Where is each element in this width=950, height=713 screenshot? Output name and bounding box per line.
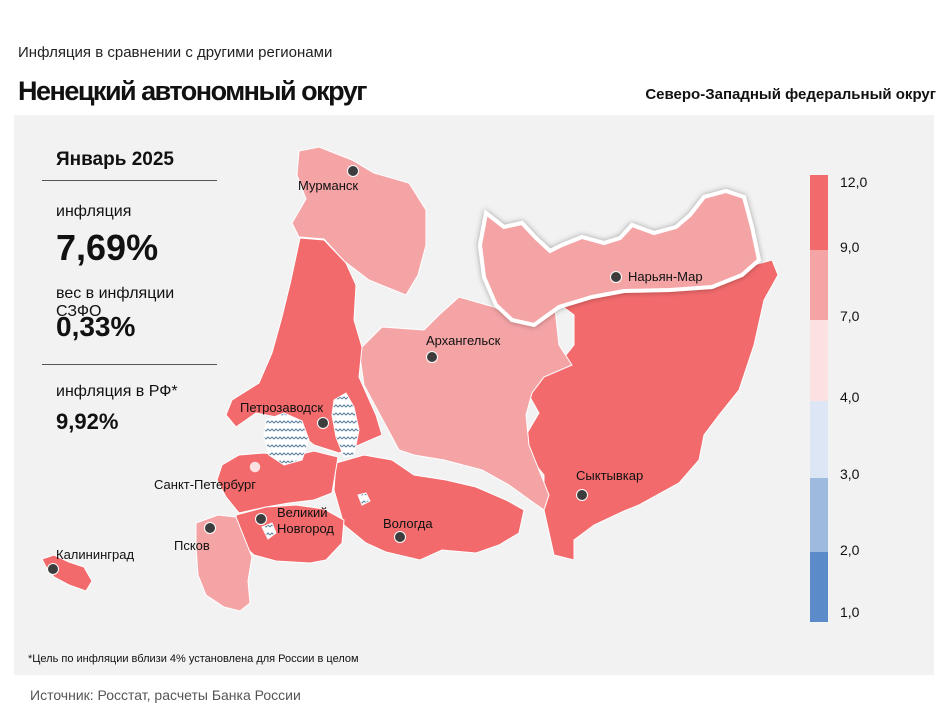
region-murmansk[interactable] [291, 146, 427, 296]
city-label-petrozavodsk: Петрозаводск [240, 400, 323, 415]
city-marker-syktyvkar [576, 489, 588, 501]
lake-beloe [357, 492, 371, 506]
legend-band-below-2 [810, 552, 828, 622]
region-nenets[interactable] [477, 188, 762, 328]
region-arkhangelsk[interactable] [358, 296, 573, 511]
city-label-novgorod-2: Новгород [277, 521, 334, 536]
legend-tick-9: 9,0 [840, 239, 860, 255]
city-marker-arkhangelsk [426, 351, 438, 363]
region-pskov[interactable] [195, 514, 253, 612]
map-panel: Мурманск Нарьян-Мар Архангельск Петрозав… [14, 115, 934, 675]
page-title: Ненецкий автономный округ [18, 76, 368, 106]
legend-tick-1: 1,0 [840, 604, 860, 620]
federal-district-label: Северо-Западный федеральный округ [645, 86, 936, 103]
city-label-syktyvkar: Сыктывкар [576, 468, 643, 483]
legend-band-3-4 [810, 401, 828, 478]
legend-band-7-9 [810, 250, 828, 320]
legend-band-2-3 [810, 478, 828, 552]
inflation-label: инфляция [56, 203, 132, 220]
weight-label: вес в инфляции СЗФО [56, 285, 175, 320]
city-marker-petrozavodsk [317, 417, 329, 429]
inflation-value: 7,69% [56, 227, 159, 268]
city-label-pskov: Псков [174, 538, 210, 553]
city-marker-vologda [394, 531, 406, 543]
city-label-arkhangelsk: Архангельск [426, 333, 501, 348]
legend: 12,0 9,0 7,0 4,0 3,0 2,0 1,0 [810, 174, 867, 622]
city-label-naryan-mar: Нарьян-Мар [628, 269, 703, 284]
russia-inflation-value: 9,92% [56, 409, 119, 434]
city-label-murmansk: Мурманск [298, 178, 358, 193]
divider [42, 364, 217, 365]
source-note: Источник: Росстат, расчеты Банка России [30, 687, 301, 703]
city-marker-naryan-mar [610, 271, 622, 283]
region-spb[interactable] [248, 460, 262, 474]
weight-value: 0,33% [56, 311, 136, 342]
legend-band-4-7 [810, 320, 828, 401]
city-label-spb: Санкт-Петербург [154, 477, 256, 492]
city-label-novgorod-1: Великий [277, 505, 328, 520]
legend-tick-3: 3,0 [840, 466, 860, 482]
legend-tick-2: 2,0 [840, 542, 860, 558]
lake-ilmen [261, 522, 277, 540]
city-marker-murmansk [347, 165, 359, 177]
legend-tick-12: 12,0 [840, 174, 867, 190]
city-marker-pskov [204, 522, 216, 534]
region-map: Мурманск Нарьян-Мар Архангельск Петрозав… [41, 146, 867, 622]
city-label-vologda: Вологда [383, 516, 433, 531]
city-label-kaliningrad: Калининград [56, 547, 134, 562]
russia-inflation-label: инфляция в РФ* [56, 383, 178, 400]
footnote: *Цель по инфляции вблизи 4% установлена … [28, 653, 359, 665]
region-vologda[interactable] [333, 454, 525, 561]
subtitle: Инфляция в сравнении с другими регионами [18, 44, 333, 61]
lake-onega [331, 392, 360, 458]
legend-tick-7: 7,0 [840, 308, 860, 324]
divider [42, 180, 217, 181]
lake-ladoga [263, 412, 310, 466]
city-marker-kaliningrad [47, 563, 59, 575]
period-label: Январь 2025 [56, 149, 174, 170]
legend-tick-4: 4,0 [840, 389, 860, 405]
city-marker-novgorod [255, 513, 267, 525]
legend-band-above-9 [810, 175, 828, 250]
